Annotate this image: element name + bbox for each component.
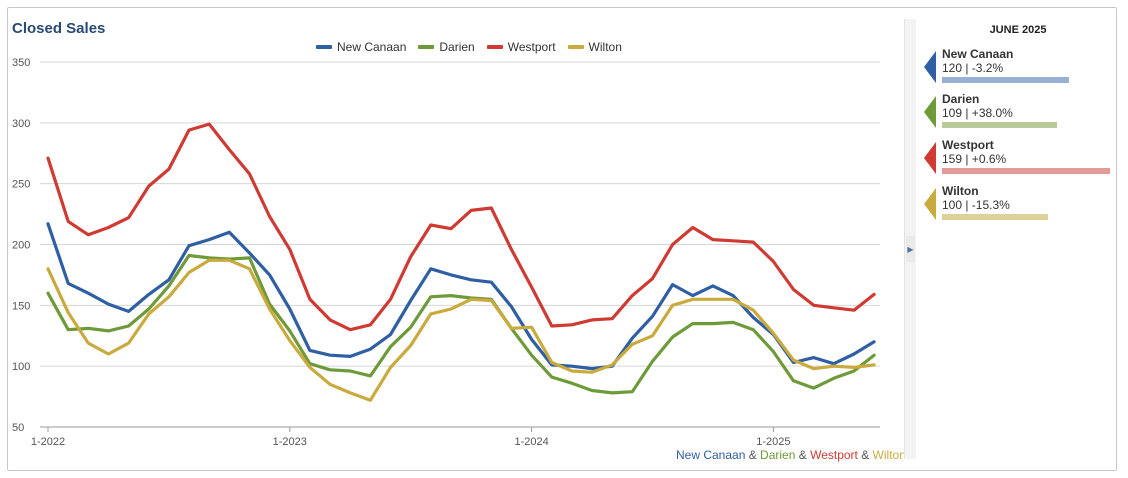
plot-area: 50 100 150 200 250 300 350 1-2022 1-2023 1-2024 1-… xyxy=(12,57,880,448)
legend-swatch xyxy=(418,45,435,49)
y-tick-label: 50 xyxy=(12,422,24,434)
side-item-name: Darien xyxy=(942,92,980,106)
credit-name: New Canaan xyxy=(676,448,746,462)
series-line-new-canaan xyxy=(46,222,876,371)
legend-item-darien[interactable]: Darien xyxy=(418,40,475,54)
side-item-value: 159 | +0.6% xyxy=(942,152,1007,166)
credit-separator: & xyxy=(795,448,811,462)
side-item-value: 109 | +38.0% xyxy=(942,106,1013,120)
side-item-value: 100 | -15.3% xyxy=(942,198,1010,212)
y-tick-label: 200 xyxy=(12,240,30,252)
side-item-name: New Canaan xyxy=(942,47,1014,61)
triangle-marker-icon xyxy=(924,188,936,220)
triangle-marker-icon xyxy=(924,142,936,174)
side-item-value: 120 | -3.2% xyxy=(942,61,1004,75)
y-tick-label: 100 xyxy=(12,361,30,373)
side-item-wilton[interactable]: Wilton 100 | -15.3% xyxy=(918,184,1114,224)
legend-swatch xyxy=(316,45,332,49)
legend-label: Westport xyxy=(507,40,556,54)
x-tick-label: 1-2022 xyxy=(31,436,65,448)
side-item-bar xyxy=(942,77,1069,83)
triangle-marker-icon xyxy=(924,51,936,83)
y-tick-label: 350 xyxy=(12,57,30,69)
credit-separator: & xyxy=(745,448,761,462)
y-tick-label: 250 xyxy=(12,179,30,191)
chart-legend: New Canaan Darien Westport Wilton xyxy=(316,40,622,54)
side-panel-header: JUNE 2025 xyxy=(989,24,1047,36)
x-tick-label: 1-2025 xyxy=(756,436,790,448)
x-tick-label: 1-2024 xyxy=(514,436,548,448)
x-tick-label: 1-2023 xyxy=(273,436,307,448)
series-credit: New Canaan & Darien & Westport & Wilton xyxy=(676,448,906,462)
side-panel: JUNE 2025 New Canaan 120 | -3.2% Darien 109… xyxy=(918,19,1114,459)
legend-item-wilton[interactable]: Wilton xyxy=(567,40,622,54)
side-item-bar xyxy=(942,122,1057,128)
series-line-wilton xyxy=(46,258,876,402)
series-line-darien xyxy=(46,253,876,395)
legend-swatch xyxy=(567,45,584,49)
side-item-name: Westport xyxy=(942,138,994,152)
chevron-right-icon[interactable]: ▶ xyxy=(906,236,915,262)
legend-item-westport[interactable]: Westport xyxy=(486,40,556,54)
y-tick-label: 150 xyxy=(12,300,30,312)
side-item-darien[interactable]: Darien 109 | +38.0% xyxy=(918,92,1114,132)
side-item-bar xyxy=(942,168,1110,174)
credit-name: Wilton xyxy=(872,448,906,462)
chart-title: Closed Sales xyxy=(12,20,106,37)
credit-name: Westport xyxy=(810,448,858,462)
legend-label: New Canaan xyxy=(337,40,407,54)
credit-name: Darien xyxy=(760,448,796,462)
credit-separator: & xyxy=(857,448,873,462)
chart-frame xyxy=(7,7,1117,471)
legend-item-new-canaan[interactable]: New Canaan xyxy=(316,40,406,54)
legend-label: Darien xyxy=(439,40,475,54)
side-item-name: Wilton xyxy=(942,184,979,198)
side-item-westport[interactable]: Westport 159 | +0.6% xyxy=(918,138,1114,178)
side-item-new-canaan[interactable]: New Canaan 120 | -3.2% xyxy=(918,47,1114,87)
legend-swatch xyxy=(486,45,503,49)
y-tick-label: 300 xyxy=(12,118,30,130)
side-item-bar xyxy=(942,214,1048,220)
series-line-westport xyxy=(46,122,876,332)
legend-label: Wilton xyxy=(588,40,622,54)
triangle-marker-icon xyxy=(924,96,936,128)
